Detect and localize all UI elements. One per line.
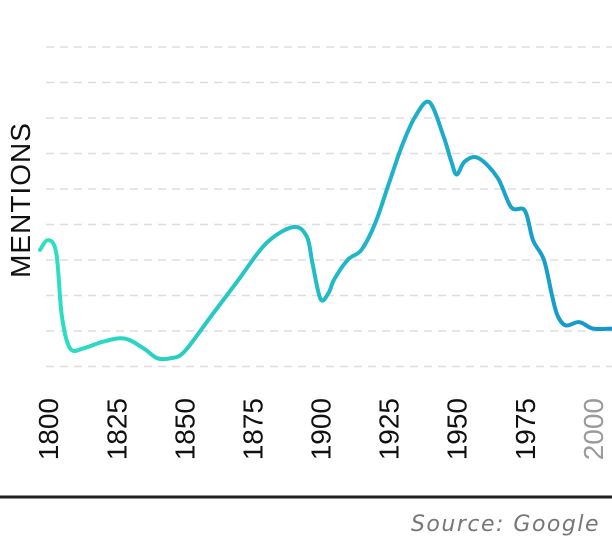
source-label: Source: Google	[410, 512, 600, 537]
x-tick-label: 1950	[442, 398, 473, 460]
x-tick-label: 1850	[169, 398, 200, 460]
gridlines	[46, 46, 612, 368]
series-line	[38, 99, 612, 362]
x-tick-label: 1975	[510, 398, 541, 460]
x-tick-label: 1925	[374, 398, 405, 460]
x-tick-labels: 1800 1825 1850 1875 1900 1925 1950 1975 2000	[33, 398, 609, 460]
x-tick-label: 2000	[578, 398, 609, 460]
x-tick-label: 1875	[238, 398, 269, 460]
y-axis-title: MENTIONS	[5, 122, 36, 278]
x-tick-label: 1900	[306, 398, 337, 460]
x-tick-label: 1825	[101, 398, 132, 460]
x-tick-label: 1800	[33, 398, 64, 460]
